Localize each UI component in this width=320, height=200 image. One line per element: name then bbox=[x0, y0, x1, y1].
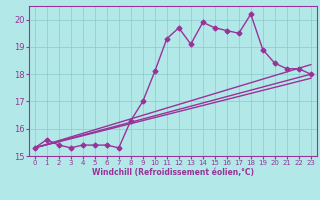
X-axis label: Windchill (Refroidissement éolien,°C): Windchill (Refroidissement éolien,°C) bbox=[92, 168, 254, 177]
